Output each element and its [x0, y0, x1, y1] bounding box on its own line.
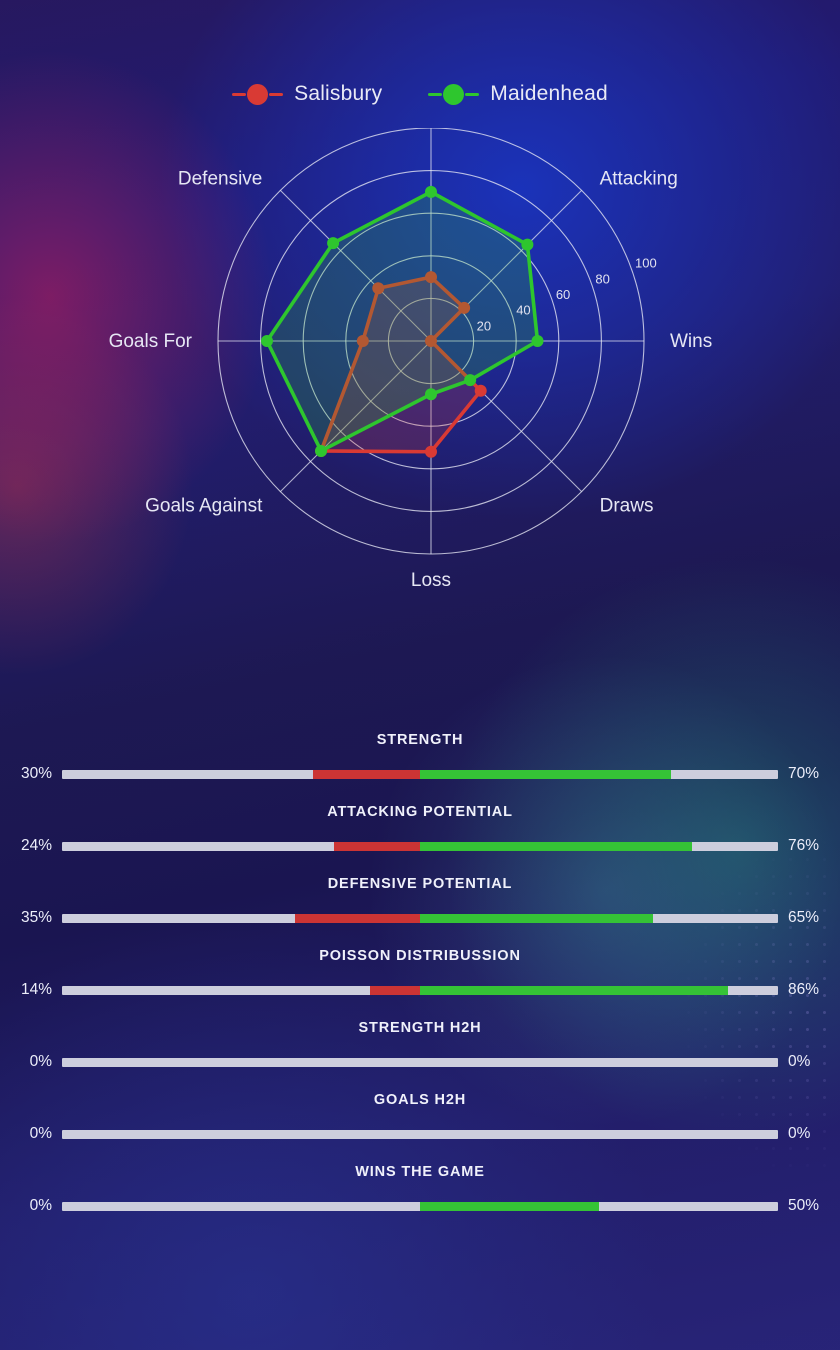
- bar-left-value: 0%: [29, 1197, 52, 1214]
- radar-tick-label: 20: [477, 318, 491, 333]
- bar-row: 0% 50%: [0, 1197, 840, 1214]
- bar-track[interactable]: [62, 769, 778, 779]
- bar-right-value: 86%: [788, 981, 820, 998]
- bar-block: WINS THE GAME 0% 50%: [0, 1164, 840, 1214]
- legend-line-circle-marker: [428, 83, 480, 105]
- bar-right-value: 0%: [788, 1125, 811, 1142]
- bar-left-value: 0%: [29, 1053, 52, 1070]
- bar-block: GOALS H2H 0% 0%: [0, 1092, 840, 1142]
- bar-segment-left: [294, 913, 420, 923]
- bar-row: 0% 0%: [0, 1053, 840, 1070]
- bar-right-value: 70%: [788, 765, 820, 782]
- radar-tick-label: 60: [556, 287, 570, 302]
- bar-segment-right: [420, 841, 693, 851]
- legend-item-label: Maidenhead: [490, 82, 608, 105]
- radar-tick-label: 100: [635, 256, 657, 271]
- bar-track[interactable]: [62, 1057, 778, 1067]
- bar-track[interactable]: [62, 1129, 778, 1139]
- radar-point-salisbury-strength: [425, 271, 437, 284]
- legend-line-circle-marker: [232, 83, 284, 105]
- radar-point-maidenhead-goals-against: [315, 444, 328, 457]
- bar-title: STRENGTH H2H: [358, 1020, 482, 1036]
- radar-point-maidenhead-draws: [464, 374, 477, 387]
- radar-chart-svg: 20406080100StrengthAttackingWinsDrawsLos…: [109, 128, 712, 591]
- radar-axis-spoke: [279, 189, 432, 342]
- radar-axis-label-attacking: Attacking: [600, 168, 678, 189]
- radar-axis-label-wins: Wins: [670, 331, 712, 352]
- bar-left-value: 24%: [20, 837, 52, 854]
- radar-point-maidenhead-goals-for: [260, 335, 273, 347]
- bar-title: WINS THE GAME: [355, 1164, 485, 1180]
- radar-point-salisbury-wins: [425, 335, 437, 347]
- radar-point-salisbury-loss: [425, 445, 437, 458]
- bar-segment-left: [369, 985, 420, 995]
- radar-point-salisbury-defensive: [372, 282, 385, 295]
- bar-row: 14% 86%: [0, 981, 840, 998]
- legend-item-salisbury[interactable]: Salisbury: [232, 82, 382, 106]
- radar-axis-label-loss: Loss: [411, 570, 451, 591]
- bar-left-value: 0%: [29, 1125, 52, 1142]
- bar-track[interactable]: [62, 841, 778, 851]
- bar-right-value: 65%: [788, 909, 820, 926]
- radar-tick-label: 40: [516, 303, 530, 318]
- radar-point-maidenhead-wins: [531, 335, 544, 347]
- bar-title: ATTACKING POTENTIAL: [327, 804, 513, 820]
- bar-row: 0% 0%: [0, 1125, 840, 1142]
- bar-row: 30% 70%: [0, 765, 840, 782]
- bar-segment-right: [420, 1201, 599, 1211]
- radar-chart: 20406080100StrengthAttackingWinsDrawsLos…: [0, 128, 840, 688]
- bar-title: DEFENSIVE POTENTIAL: [327, 876, 513, 892]
- bar-segment-right: [420, 769, 671, 779]
- radar-axis-label-goals-against: Goals Against: [145, 496, 263, 517]
- radar-point-salisbury-attacking: [458, 301, 471, 314]
- radar-point-maidenhead-strength: [425, 185, 437, 198]
- bar-block: STRENGTH H2H 0% 0%: [0, 1020, 840, 1070]
- bar-segment-right: [420, 985, 728, 995]
- bar-segment-left: [334, 841, 420, 851]
- bar-track[interactable]: [62, 985, 778, 995]
- bar-track[interactable]: [62, 913, 778, 923]
- bar-title: GOALS H2H: [373, 1092, 467, 1108]
- radar-axis-label-defensive: Defensive: [178, 168, 263, 189]
- bar-block: POISSON DISTRIBUSSION 14% 86%: [0, 948, 840, 998]
- legend-item-label: Salisbury: [294, 82, 383, 105]
- radar-axis-label-draws: Draws: [600, 496, 654, 517]
- radar-point-maidenhead-loss: [425, 388, 437, 401]
- bar-right-value: 50%: [788, 1197, 820, 1214]
- bar-right-value: 76%: [788, 837, 820, 854]
- bar-title: STRENGTH: [376, 732, 464, 748]
- chart-legend: Salisbury Maidenhead: [0, 0, 840, 106]
- radar-point-maidenhead-defensive: [327, 237, 340, 250]
- bar-title: POISSON DISTRIBUSSION: [319, 948, 521, 964]
- bar-right-value: 0%: [788, 1053, 811, 1070]
- radar-point-maidenhead-attacking: [521, 238, 534, 251]
- comparison-bars-list: STRENGTH 30% 70% ATTACKING POTENTIAL 24% 76% D…: [0, 732, 840, 1214]
- legend-item-maidenhead[interactable]: Maidenhead: [428, 82, 608, 106]
- radar-point-salisbury-goals-for: [356, 335, 369, 347]
- bar-segment-right: [420, 913, 653, 923]
- radar-tick-label: 80: [595, 271, 609, 286]
- bar-block: DEFENSIVE POTENTIAL 35% 65%: [0, 876, 840, 926]
- bar-segment-left: [312, 769, 420, 779]
- radar-axis-spoke: [279, 340, 432, 493]
- radar-point-salisbury-draws: [474, 384, 487, 397]
- bar-left-value: 14%: [20, 981, 52, 998]
- bar-block: ATTACKING POTENTIAL 24% 76%: [0, 804, 840, 854]
- bar-left-value: 30%: [20, 765, 52, 782]
- bar-left-value: 35%: [20, 909, 52, 926]
- bar-track[interactable]: [62, 1201, 778, 1211]
- bar-row: 24% 76%: [0, 837, 840, 854]
- bar-row: 35% 65%: [0, 909, 840, 926]
- radar-axis-label-goals-for: Goals For: [109, 331, 193, 352]
- bar-block: STRENGTH 30% 70%: [0, 732, 840, 782]
